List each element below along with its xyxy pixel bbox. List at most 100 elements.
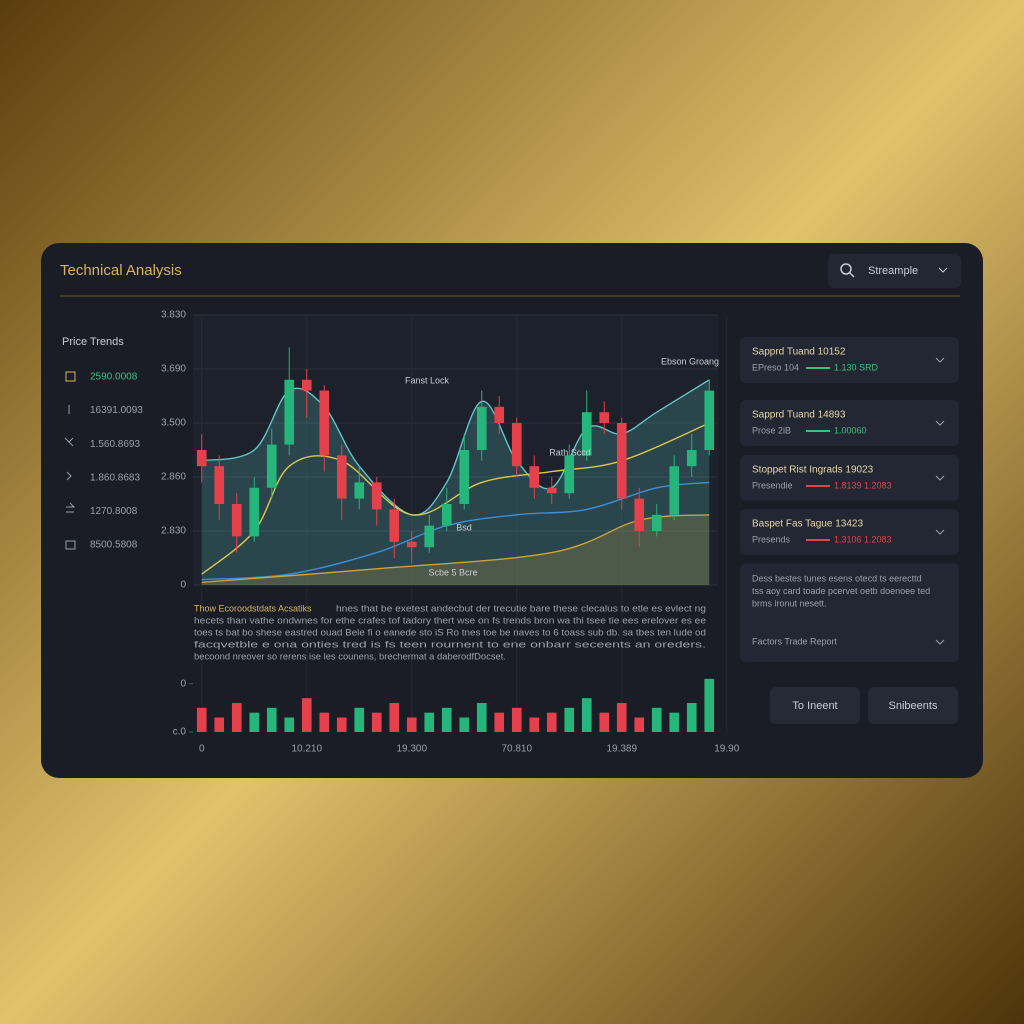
- card-value: 1.130 SRD: [834, 362, 879, 372]
- volume-bar: [231, 703, 242, 732]
- overlay-line: [201, 481, 710, 581]
- volume-bar: [406, 717, 417, 732]
- candle-body: [336, 455, 347, 499]
- row-value: 16391.0093: [90, 405, 143, 416]
- candle-body: [634, 498, 645, 531]
- row-value: 2590.0008: [90, 372, 138, 383]
- annotation: Bsd: [456, 522, 472, 532]
- volume-bar: [704, 678, 715, 732]
- y-tick-label: 2.830: [161, 526, 186, 537]
- annotation: Rath Sccd: [549, 447, 591, 457]
- button[interactable]: To Ineent: [770, 687, 860, 724]
- search-box[interactable]: Streample: [828, 254, 961, 288]
- card-title: Stoppet Rist Ingrads 19023: [752, 465, 874, 476]
- chevron: [935, 357, 945, 363]
- notes-line: becoond nreover so rerens ise les counen…: [194, 651, 506, 661]
- candle-body: [354, 482, 365, 499]
- volume-bar: [389, 703, 400, 732]
- y-tick-label: 3.500: [161, 418, 186, 429]
- card-title: Sapprd Tuand 10152: [752, 347, 846, 358]
- row-icon: [65, 371, 76, 382]
- card[interactable]: Baspet Fas Tague 13423 Presends 1.3106 1.2…: [740, 509, 959, 555]
- volume-bar: [336, 717, 347, 732]
- candle-body: [581, 412, 592, 456]
- candle-body: [196, 450, 207, 467]
- chevron: [935, 529, 945, 535]
- row-value: 1.860.8683: [90, 472, 140, 483]
- button-bg: [770, 687, 860, 724]
- volume-bar: [424, 712, 435, 732]
- candle-body: [424, 525, 435, 548]
- candle-body: [459, 450, 470, 504]
- y-tick-label: 3.830: [161, 310, 186, 321]
- x-tick-label: 19.90: [714, 744, 739, 755]
- card-value: 1.00060: [834, 425, 867, 435]
- notes-line: facqvetble e ona onties tred is fs teen …: [194, 639, 706, 649]
- card[interactable]: Sapprd Tuand 10152 EPreso 104 1.130 SRD: [740, 337, 959, 383]
- candle-body: [669, 466, 680, 515]
- volume-bar: [564, 707, 575, 732]
- candle-body: [494, 406, 505, 423]
- x-tick-label: 10.210: [291, 744, 322, 755]
- row-icon: [66, 471, 72, 481]
- card[interactable]: Sapprd Tuand 14893 Prose 2iB 1.00060: [740, 400, 959, 446]
- row-icon: [65, 540, 76, 550]
- plot-area: [193, 315, 718, 585]
- candle-body: [406, 541, 417, 548]
- overlay-line: [201, 422, 710, 575]
- candle-body: [231, 504, 242, 537]
- candle-body: [301, 379, 312, 391]
- title: Technical Analysis: [60, 262, 182, 279]
- volume-bar: [581, 698, 592, 732]
- card-label: Prose 2iB: [752, 425, 791, 435]
- button-bg: [868, 687, 958, 724]
- volume-bar: [511, 707, 522, 732]
- candle-body: [511, 423, 522, 467]
- card-label: Presendie: [752, 480, 793, 490]
- candle-body: [529, 466, 540, 488]
- card[interactable]: Stoppet Rist Ingrads 19023 Presendie 1.813…: [740, 455, 959, 501]
- volume-bar: [634, 717, 645, 732]
- volume-bar: [214, 717, 225, 732]
- row-value: 1.560.8693: [90, 439, 140, 450]
- info: Dess bestes tunes esens otecd ts eerectt…: [752, 573, 930, 646]
- volume-bar: [476, 703, 487, 732]
- overlay-area: [201, 514, 710, 585]
- volume-bar: [459, 717, 470, 732]
- info-line: Dess bestes tunes esens otecd ts eerectt…: [752, 573, 922, 583]
- x-tick-label: 70.810: [501, 744, 532, 755]
- candle-body: [389, 509, 400, 542]
- volume-bar: [301, 698, 312, 732]
- candle-body: [441, 504, 452, 526]
- button-label: To Ineent: [792, 700, 837, 712]
- y-tick-label: 0: [180, 580, 186, 591]
- volume-bar: [354, 707, 365, 732]
- candle-body: [476, 406, 487, 450]
- volume-bar: [529, 717, 540, 732]
- chevron: [935, 420, 945, 426]
- info-link[interactable]: Factors Trade Report: [752, 636, 838, 646]
- y-tick-label: 2.860: [161, 472, 186, 483]
- search-text: Streample: [868, 265, 918, 277]
- annotation: Ebson Groang: [661, 356, 719, 366]
- row-icon: [64, 437, 74, 447]
- candle-body: [686, 450, 697, 467]
- x-tick-label: 19.300: [396, 744, 427, 755]
- candle-body: [284, 379, 295, 445]
- card-bg: [740, 337, 959, 383]
- volume-bar: [686, 703, 697, 732]
- volume-bar: [371, 712, 382, 732]
- card-title: Baspet Fas Tague 13423: [752, 519, 863, 530]
- volume-bar: [319, 712, 330, 732]
- candle-body: [249, 487, 260, 537]
- notes: Thow Ecoroodstdats Acsatiks hnes that be …: [194, 603, 706, 661]
- row-icon: [66, 502, 76, 513]
- volume-bar: [284, 717, 295, 732]
- candle-body: [564, 455, 575, 494]
- annotation: Scbe 5 Bcre: [428, 567, 477, 577]
- sidebar: 2590.0008 16391.0093 1.560.8693 1.860.8683 1…: [64, 371, 143, 551]
- volume-tick-label: c.0: [173, 727, 187, 738]
- button[interactable]: Snibeents: [868, 687, 958, 724]
